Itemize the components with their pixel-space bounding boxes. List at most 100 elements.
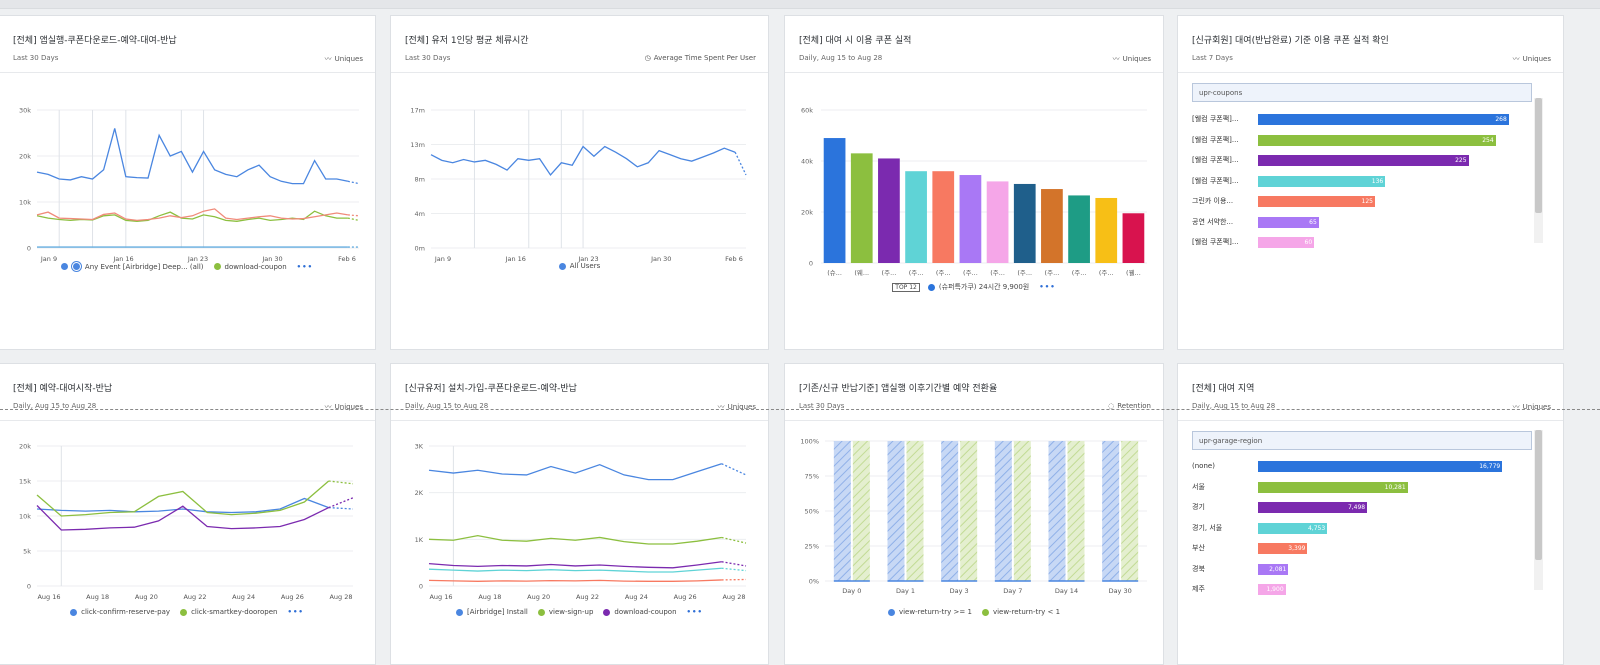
x-tick-label: Aug 28: [329, 593, 352, 601]
bar-row[interactable]: 공연 서약한...65: [1192, 217, 1532, 228]
bar[interactable]: 10,281: [1258, 482, 1408, 493]
bar[interactable]: 65: [1258, 217, 1319, 228]
property-filter[interactable]: upr-garage-region: [1192, 431, 1532, 450]
y-tick-label: 100%: [800, 438, 819, 446]
legend-item[interactable]: view-return-try < 1: [982, 608, 1060, 616]
x-tick-label: Day 3: [950, 587, 969, 595]
legend-item[interactable]: All Users: [559, 262, 601, 270]
top-n-badge: TOP 12: [892, 283, 920, 292]
legend-item[interactable]: view-return-try >= 1: [888, 608, 972, 616]
bar-row[interactable]: [웰컴 쿠폰팩]...60: [1192, 237, 1532, 248]
bar-label: [웰컴 쿠폰팩]...: [1192, 135, 1256, 146]
bar-label: [웰컴 쿠폰팩]...: [1192, 155, 1256, 166]
scrollbar-thumb[interactable]: [1535, 98, 1542, 213]
x-tick-label: Aug 20: [527, 593, 550, 601]
drop-guide-line: [0, 409, 1600, 410]
legend-item[interactable]: Any Event [Airbridge] Deep... (all): [61, 262, 204, 271]
card-funnel-overview[interactable]: [전체] 앱실행-쿠폰다운로드-예약-대여-반납 Last 30 Days 〰U…: [0, 15, 376, 350]
card-title: [신규유저] 설치-가입-쿠폰다운로드-예약-반납: [405, 381, 577, 394]
y-tick-label: 10k: [19, 513, 31, 521]
property-filter[interactable]: upr-coupons: [1192, 83, 1532, 102]
bar[interactable]: 4,753: [1258, 523, 1327, 534]
legend-item[interactable]: [Airbridge] Install: [456, 608, 528, 616]
x-tick-label: Aug 16: [37, 593, 60, 601]
chart-legend: Any Event [Airbridge] Deep... (all) down…: [0, 262, 375, 271]
card-new-member-coupons[interactable]: [신규회원] 대여(반납완료) 기준 이용 쿠폰 실적 확인 Last 7 Da…: [1177, 15, 1564, 350]
legend-item[interactable]: TOP 12(슈퍼특가쿠) 24시간 9,900원: [892, 282, 1029, 292]
bar-value-label: 2,081: [1269, 564, 1286, 575]
bar: [888, 441, 905, 581]
bar[interactable]: 60: [1258, 237, 1314, 248]
bar-value-label: 1,900: [1266, 584, 1283, 595]
trend-icon: 〰: [325, 402, 332, 412]
legend-item[interactable]: download-coupon: [603, 608, 676, 616]
bar[interactable]: 225: [1258, 155, 1469, 166]
bar-label: 서울: [1192, 482, 1256, 493]
trend-icon: 〰: [1113, 54, 1120, 64]
bar[interactable]: 1,900: [1258, 584, 1286, 595]
bar-row[interactable]: [웰컴 쿠폰팩]... 254: [1192, 135, 1532, 146]
bar: [878, 158, 900, 263]
x-tick-label: Aug 22: [576, 593, 599, 601]
card-metric: 〰Uniques: [325, 402, 363, 412]
y-tick-label: 17m: [410, 107, 425, 115]
bar-row[interactable]: [웰컴 쿠폰팩]...225: [1192, 155, 1532, 166]
legend-item[interactable]: click-smartkey-dooropen: [180, 608, 277, 616]
trend-icon: 〰: [325, 54, 332, 64]
legend-item[interactable]: click-confirm-reserve-pay: [70, 608, 170, 616]
bar: [995, 441, 1012, 581]
bar-row[interactable]: [웰컴 쿠폰팩]...136: [1192, 176, 1532, 187]
legend-item[interactable]: view-sign-up: [538, 608, 594, 616]
x-tick-label: (주...: [909, 269, 924, 277]
bar[interactable]: 125: [1258, 196, 1375, 207]
card-metric: 〰Uniques: [718, 402, 756, 412]
series-line-partial: [722, 568, 746, 570]
scrollbar[interactable]: [1534, 98, 1543, 243]
bar[interactable]: 16,779: [1258, 461, 1502, 472]
bar-row[interactable]: 경북 2,081: [1192, 564, 1532, 575]
bar[interactable]: 2,081: [1258, 564, 1288, 575]
legend-more-button[interactable]: •••: [1039, 283, 1055, 291]
series-line-partial: [722, 562, 746, 566]
bar[interactable]: 136: [1258, 176, 1385, 187]
bar[interactable]: 7,498: [1258, 502, 1367, 513]
y-tick-label: 20k: [19, 153, 31, 161]
y-tick-label: 4m: [415, 210, 425, 218]
x-tick-label: (웰...: [1126, 268, 1141, 277]
bar-label: (none): [1192, 461, 1256, 472]
legend-more-button[interactable]: •••: [687, 608, 703, 616]
bar-label: 경북: [1192, 564, 1256, 575]
bar-row[interactable]: (none)16,779: [1192, 461, 1532, 472]
bar-label: 경기: [1192, 502, 1256, 513]
bar[interactable]: 3,399: [1258, 543, 1307, 554]
series-line-partial: [735, 152, 746, 175]
chart-legend: [Airbridge] Install view-sign-up downloa…: [391, 608, 768, 616]
chart-legend: view-return-try >= 1 view-return-try < 1: [785, 608, 1163, 616]
scrollbar[interactable]: [1534, 430, 1543, 590]
legend-more-button[interactable]: •••: [297, 263, 313, 271]
bar: [907, 441, 924, 581]
bar-row[interactable]: 그린카 이용...125: [1192, 196, 1532, 207]
legend-more-button[interactable]: •••: [287, 608, 303, 616]
x-tick-label: (슈...: [827, 269, 842, 277]
y-tick-label: 0: [809, 260, 813, 268]
bar: [1068, 441, 1085, 581]
scrollbar-thumb[interactable]: [1535, 430, 1542, 560]
x-tick-label: Aug 16: [429, 593, 452, 601]
card-avg-time[interactable]: [전체] 유저 1인당 평균 체류시간 Last 30 Days ◷Averag…: [390, 15, 769, 350]
legend-item[interactable]: download-coupon: [214, 263, 287, 271]
card-coupon-usage[interactable]: [전체] 대여 시 이용 쿠폰 실적 Daily, Aug 15 to Aug …: [784, 15, 1164, 350]
bar[interactable]: 268: [1258, 114, 1509, 125]
bar: [1121, 441, 1138, 581]
bar-row[interactable]: [웰컴 쿠폰팩]...268: [1192, 114, 1532, 125]
bar-value-label: 254: [1482, 135, 1493, 146]
bar[interactable]: 254: [1258, 135, 1496, 146]
card-metric: 〰Uniques: [1513, 402, 1551, 412]
